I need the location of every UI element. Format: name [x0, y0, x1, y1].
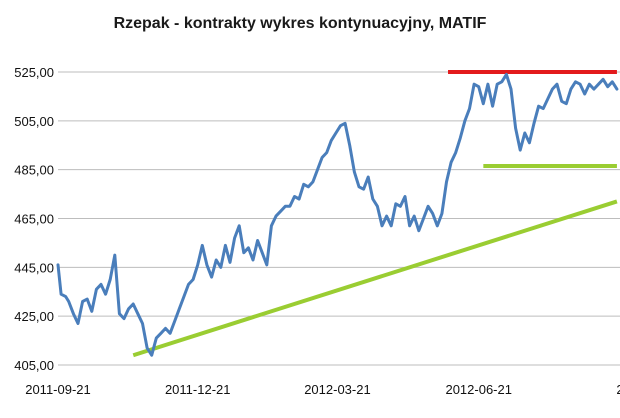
price-series-line: [56, 72, 619, 357]
y-tick-label: 425,00: [14, 309, 54, 324]
y-tick-label: 485,00: [14, 163, 54, 178]
series-layer: [56, 72, 619, 357]
x-tick-label: 2: [616, 382, 620, 397]
chart-title: Rzepak - kontrakty wykres kontynuacyjny,…: [114, 15, 487, 32]
x-axis-ticks: 2011-09-21 2011-12-21 2012-03-21 2012-06-21…: [25, 382, 620, 397]
annotation-lines: [132, 70, 618, 358]
x-tick-label: 2011-12-21: [165, 382, 231, 397]
y-tick-label: 445,00: [14, 260, 54, 275]
y-axis-ticks: 405,00 425,00 445,00 465,00 485,00 505,00 525,…: [14, 65, 54, 373]
y-tick-label: 405,00: [14, 358, 54, 373]
gridlines: [58, 71, 620, 366]
y-tick-label: 465,00: [14, 212, 54, 227]
y-tick-label: 505,00: [14, 114, 54, 129]
x-tick-label: 2012-03-21: [304, 382, 371, 397]
y-tick-label: 525,00: [14, 65, 54, 80]
x-tick-label: 2011-09-21: [25, 382, 91, 397]
trend-line: [132, 199, 618, 358]
x-tick-label: 2012-06-21: [445, 382, 512, 397]
